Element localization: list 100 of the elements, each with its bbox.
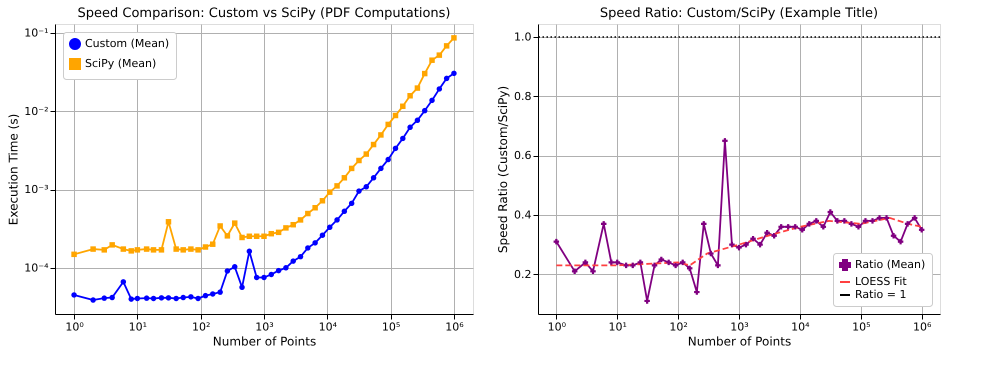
legend-label: Custom (Mean) xyxy=(85,37,170,50)
point xyxy=(400,104,406,110)
point xyxy=(444,43,450,49)
y-tick-label: 0.8 xyxy=(514,90,532,103)
point xyxy=(261,274,267,280)
legend-label: SciPy (Mean) xyxy=(85,57,156,70)
y-axis-title: Speed Ratio (Custom/SciPy) xyxy=(496,86,510,254)
chart-title: Speed Ratio: Custom/SciPy (Example Title) xyxy=(600,6,878,21)
point xyxy=(378,132,384,138)
point xyxy=(348,166,354,172)
point xyxy=(348,200,354,206)
point xyxy=(715,262,721,268)
point xyxy=(385,122,391,128)
point xyxy=(120,279,126,285)
x-tick-label: 10⁵ xyxy=(852,320,870,334)
point xyxy=(188,294,194,300)
x-tick-label: 10¹ xyxy=(608,320,627,334)
point xyxy=(623,262,629,268)
point xyxy=(630,262,636,268)
point xyxy=(890,232,896,238)
point xyxy=(305,210,311,216)
point xyxy=(392,146,398,152)
x-tick-label: 10⁶ xyxy=(912,320,932,334)
point xyxy=(195,247,201,253)
x-axis-title: Number of Points xyxy=(212,334,316,348)
point xyxy=(407,93,413,98)
point xyxy=(180,294,186,300)
point xyxy=(898,238,904,244)
point xyxy=(128,248,134,254)
point xyxy=(158,295,164,301)
y-tick-label: 10⁻² xyxy=(24,104,48,118)
point xyxy=(283,225,289,231)
point xyxy=(173,296,179,302)
point xyxy=(254,274,260,280)
point xyxy=(701,221,707,227)
point xyxy=(217,223,223,229)
point xyxy=(342,175,348,181)
point xyxy=(334,217,340,223)
point xyxy=(834,218,840,224)
y-tick-label: 10⁻⁴ xyxy=(24,262,50,275)
point xyxy=(672,262,678,268)
point xyxy=(444,76,450,82)
point xyxy=(686,266,692,272)
point xyxy=(436,86,442,92)
point xyxy=(422,108,428,114)
point xyxy=(276,230,282,236)
point xyxy=(320,198,326,204)
point xyxy=(246,248,252,254)
point xyxy=(268,272,274,278)
point xyxy=(298,254,304,260)
point xyxy=(283,265,289,271)
x-tick-label: 10³ xyxy=(255,320,274,334)
point xyxy=(144,295,150,301)
point xyxy=(436,52,442,58)
point xyxy=(828,209,834,215)
x-tick-label: 10⁵ xyxy=(382,320,400,334)
point xyxy=(848,221,854,227)
legend-label: LOESS Fit xyxy=(855,275,908,288)
point xyxy=(202,292,208,298)
point xyxy=(429,98,435,104)
point xyxy=(364,151,370,157)
point xyxy=(305,245,311,251)
point xyxy=(356,188,362,194)
point xyxy=(224,233,230,239)
point xyxy=(694,289,700,295)
point xyxy=(276,268,282,274)
point xyxy=(224,268,230,274)
y-tick-label: 10⁻¹ xyxy=(24,26,48,40)
point xyxy=(150,296,156,302)
point xyxy=(320,232,326,238)
point xyxy=(120,246,126,252)
point xyxy=(290,258,296,264)
point xyxy=(150,247,156,253)
y-tick-label: 0.2 xyxy=(514,268,532,281)
point xyxy=(158,247,164,253)
point xyxy=(414,85,420,91)
point xyxy=(128,296,134,302)
point xyxy=(638,260,644,266)
point xyxy=(166,295,172,301)
legend-label: Ratio = 1 xyxy=(855,288,906,301)
point xyxy=(188,246,194,252)
point xyxy=(814,218,820,224)
point xyxy=(385,156,391,162)
x-axis-title: Number of Points xyxy=(688,334,792,348)
point xyxy=(246,234,252,239)
point xyxy=(608,260,614,266)
point xyxy=(792,224,798,230)
point xyxy=(842,218,848,224)
point xyxy=(210,241,216,247)
point xyxy=(422,70,428,76)
point xyxy=(680,260,686,266)
point xyxy=(290,222,296,228)
y-axis-title: Execution Time (s) xyxy=(6,114,20,226)
point xyxy=(254,234,260,239)
point xyxy=(180,247,186,253)
point xyxy=(378,166,384,172)
point xyxy=(217,289,223,295)
point xyxy=(778,224,784,230)
x-tick-label: 10² xyxy=(192,320,210,334)
point xyxy=(750,236,756,242)
